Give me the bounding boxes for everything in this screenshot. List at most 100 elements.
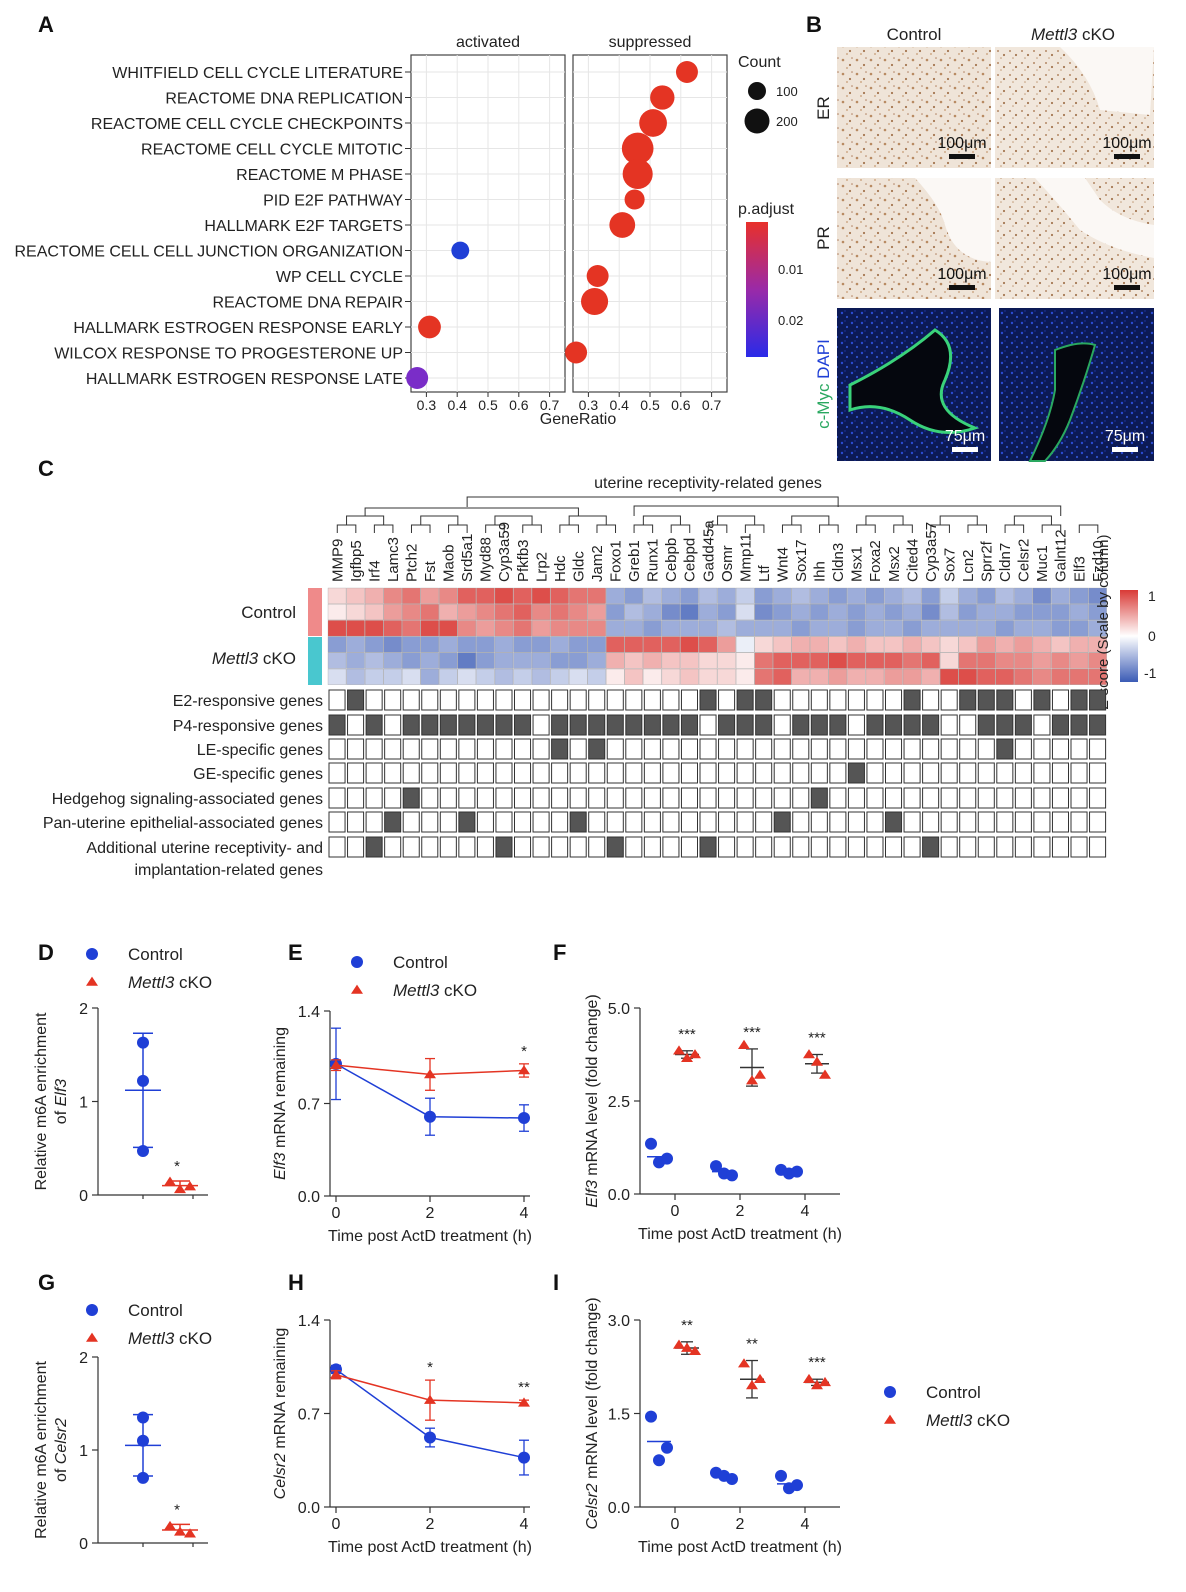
category-cell — [755, 738, 773, 760]
category-cell — [773, 714, 791, 736]
category-cell — [866, 787, 884, 809]
category-cell — [1089, 714, 1107, 736]
heatmap-cell — [606, 620, 625, 637]
dendrogram-branch — [856, 524, 876, 533]
panel-i-legend-control-marker — [884, 1386, 896, 1398]
heatmap-cell — [569, 587, 588, 604]
x-tick-label: 0.3 — [417, 397, 437, 413]
heatmap-cell — [476, 668, 495, 685]
pathway-point — [624, 189, 645, 210]
heatmap-cell — [773, 668, 792, 685]
heatmap-cell — [587, 604, 606, 621]
data-point-cko — [754, 1373, 766, 1383]
heatmap-title: uterine receptivity-related genes — [594, 475, 822, 492]
data-point-cko — [746, 1075, 758, 1085]
heatmap-cell — [902, 652, 922, 669]
heatmap-cell — [364, 620, 384, 637]
category-cell — [1089, 689, 1107, 711]
column-header-control: Control — [887, 25, 942, 44]
heatmap-cell — [587, 652, 606, 669]
category-cell — [755, 811, 773, 833]
category-cell — [588, 738, 606, 760]
heatmap-cell — [773, 652, 792, 669]
category-cell — [625, 714, 643, 736]
heatmap-cell — [847, 587, 866, 604]
category-cell — [1033, 738, 1051, 760]
x-tick-label: 0.7 — [702, 397, 722, 413]
category-cell — [347, 787, 365, 809]
data-point-control — [137, 1036, 149, 1049]
gene-label: Sox7 — [941, 548, 958, 582]
category-cell — [829, 762, 847, 784]
heatmap-cell — [531, 652, 551, 669]
category-cell — [1051, 714, 1069, 736]
heatmap-cell — [531, 668, 551, 685]
dendrogram-branch — [494, 515, 533, 525]
data-point-control — [791, 1165, 803, 1178]
category-cell — [718, 689, 736, 711]
data-point-cko — [738, 1358, 750, 1368]
significance-star: *** — [808, 1354, 826, 1371]
category-cell — [588, 811, 606, 833]
heatmap-cell — [902, 604, 922, 621]
pathway-label: REACTOME DNA REPAIR — [212, 295, 403, 312]
category-cell — [421, 836, 439, 858]
heatmap-cell — [1014, 636, 1033, 653]
panel-g-legend-cko-marker — [86, 1332, 98, 1342]
panel-d-legend-control-marker — [86, 948, 98, 960]
category-cell — [736, 787, 754, 809]
category-cell — [551, 714, 569, 736]
heatmap-cell — [569, 668, 588, 685]
scale-bar — [949, 154, 975, 159]
heatmap-cell — [513, 636, 532, 653]
category-cell — [347, 836, 365, 858]
y-axis-label-gene: of Celsr2 — [53, 1418, 70, 1482]
category-cell — [328, 689, 346, 711]
category-cell — [606, 738, 624, 760]
category-cell — [662, 714, 680, 736]
heatmap-cell — [624, 668, 643, 685]
category-cell — [1033, 762, 1051, 784]
heatmap-cell — [606, 636, 625, 653]
category-cell — [996, 714, 1014, 736]
heatmap-cell — [327, 587, 347, 604]
heatmap-cell — [921, 587, 940, 604]
heatmap-cell — [531, 636, 551, 653]
facet-title-suppressed: suppressed — [609, 34, 692, 51]
category-cell — [643, 689, 661, 711]
category-cell — [551, 738, 569, 760]
category-cell — [736, 762, 754, 784]
pathway-label: REACTOME M PHASE — [236, 167, 403, 184]
data-point-cko — [754, 1069, 766, 1079]
gene-label: Igfbp5 — [348, 540, 365, 582]
category-cell — [1051, 689, 1069, 711]
row-label-control: Control — [241, 603, 296, 622]
x-tick-label: 0.3 — [579, 397, 599, 413]
category-cell — [977, 811, 995, 833]
x-tick-label: 0.4 — [447, 397, 467, 413]
heatmap-cell — [643, 620, 662, 637]
row-annotation-control — [308, 588, 322, 636]
heatmap-cell — [940, 620, 959, 637]
count-legend-title: Count — [738, 54, 781, 71]
data-point-control — [137, 1074, 149, 1087]
y-tick-label: 1.4 — [298, 1004, 320, 1021]
category-cell — [810, 811, 828, 833]
category-cell — [1089, 836, 1107, 858]
pathway-label: WP CELL CYCLE — [276, 269, 403, 286]
gene-label: Ptch2 — [403, 544, 420, 582]
category-cell — [792, 836, 810, 858]
x-axis-label: Time post ActD treatment (h) — [638, 1539, 842, 1556]
heatmap-cell — [383, 604, 402, 621]
heatmap-cell — [698, 636, 718, 653]
heatmap-cell — [402, 620, 421, 637]
heatmap-cell — [680, 668, 699, 685]
y-tick-label: 0 — [79, 1536, 88, 1553]
category-cell — [588, 689, 606, 711]
category-cell — [1070, 689, 1088, 711]
dendrogram-branch — [717, 515, 756, 525]
category-cell — [365, 787, 383, 809]
category-cell — [365, 738, 383, 760]
y-tick-label: 3.0 — [608, 1313, 630, 1330]
